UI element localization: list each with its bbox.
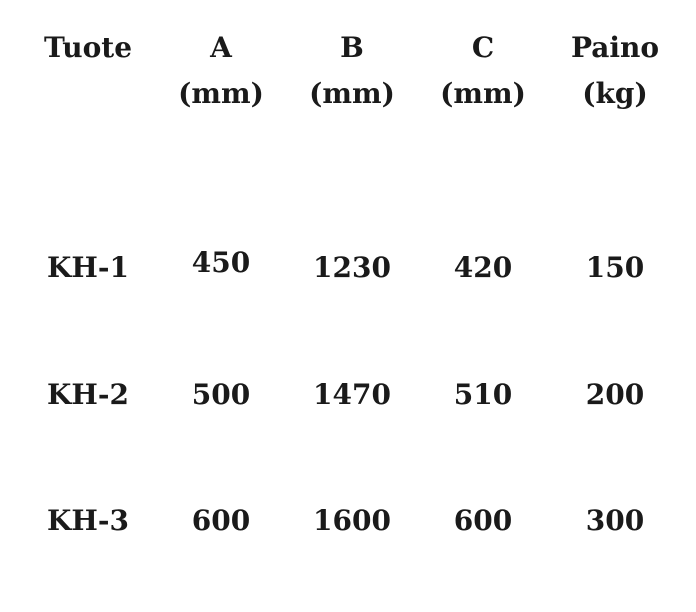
- table-cell-weight: 300: [585, 504, 645, 537]
- table-cell-c: 510: [453, 378, 513, 411]
- table-cell-a: 500: [191, 378, 251, 411]
- header-label: Tuote: [43, 31, 133, 64]
- header-b: B (mm): [287, 25, 417, 117]
- table-cell-b: 1470: [313, 378, 391, 411]
- table-cell-product: KH-3: [47, 504, 129, 537]
- table-cell-b: 1600: [313, 504, 391, 537]
- header-label: A: [210, 31, 232, 64]
- header-unit: (mm): [440, 77, 526, 110]
- header-label: B: [340, 31, 364, 64]
- header-label: C: [471, 31, 495, 64]
- table-cell-c: 600: [453, 504, 513, 537]
- table-cell-product: KH-1: [47, 251, 129, 284]
- header-unit: (kg): [582, 77, 648, 110]
- table-cell-c: 420: [453, 251, 513, 284]
- table-cell-weight: 150: [585, 251, 645, 284]
- header-unit: (mm): [309, 77, 395, 110]
- table-cell-weight: 200: [585, 378, 645, 411]
- header-a: A (mm): [156, 25, 286, 117]
- table-cell-a: 600: [191, 504, 251, 537]
- table-cell-product: KH-2: [47, 378, 129, 411]
- header-unit: (mm): [178, 77, 264, 110]
- header-c: C (mm): [418, 25, 548, 117]
- header-product: Tuote: [23, 25, 153, 71]
- header-weight: Paino (kg): [550, 25, 680, 117]
- header-label: Paino: [570, 31, 660, 64]
- table-cell-a: 450: [191, 246, 251, 279]
- table-cell-b: 1230: [313, 251, 391, 284]
